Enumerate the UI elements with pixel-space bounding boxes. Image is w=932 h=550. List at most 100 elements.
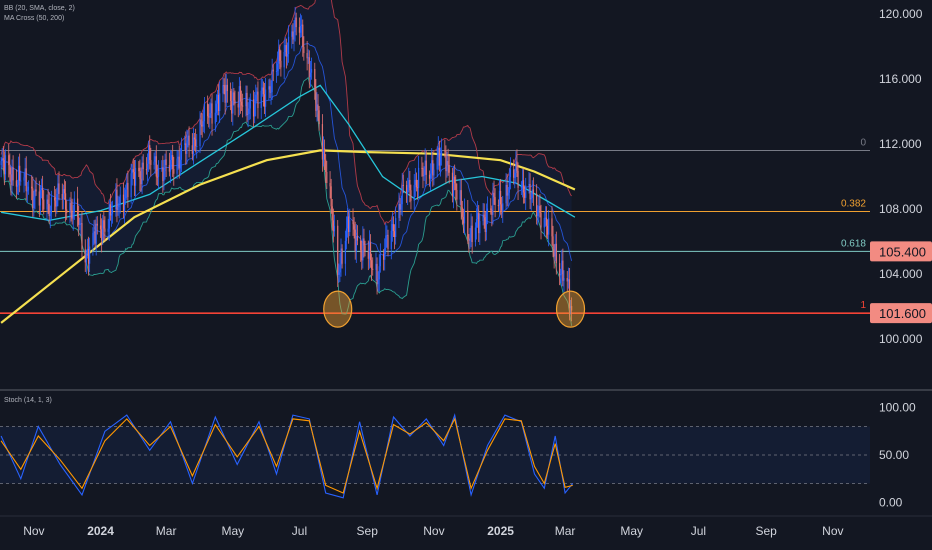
candle-body <box>87 248 90 264</box>
candle-body <box>173 168 175 174</box>
candle-body <box>538 206 540 211</box>
candle-body <box>287 36 290 55</box>
candle-body <box>460 190 462 208</box>
candle-body <box>317 104 319 111</box>
candle-body <box>486 208 489 213</box>
candle-body <box>415 179 418 188</box>
candle-body <box>26 190 28 192</box>
candle-body <box>71 210 73 219</box>
candle-body <box>280 60 282 68</box>
ma-cross-label[interactable]: MA Cross (50, 200) <box>4 15 65 22</box>
candle-body <box>301 24 303 26</box>
candle-body <box>226 84 228 92</box>
time-tick-label: Nov <box>822 524 843 538</box>
candle-body <box>223 85 225 87</box>
candle-body <box>23 177 25 181</box>
bottom-highlight-circle-1[interactable] <box>323 290 353 328</box>
candle-body <box>490 208 492 210</box>
candle-body <box>27 186 30 191</box>
stochastic-pane[interactable] <box>0 413 870 499</box>
price-pane[interactable]: 0 0.382 0.618 1 <box>0 0 870 328</box>
candle-body <box>561 260 563 275</box>
candle-body <box>410 190 412 201</box>
price-label-box-fib-0.618-price[interactable] <box>870 241 932 262</box>
candle-body <box>459 190 461 200</box>
ma-200-line[interactable] <box>0 149 576 324</box>
stoch-k-line[interactable] <box>0 413 574 499</box>
candle-body <box>168 165 171 172</box>
candle-body <box>217 94 220 111</box>
candle-body <box>531 189 533 198</box>
candle-body <box>539 206 541 214</box>
candle-body <box>93 231 95 234</box>
candle-body <box>17 165 20 186</box>
stochastic-label[interactable]: Stoch (14, 1, 3) <box>4 397 52 404</box>
candle-body <box>438 147 440 166</box>
candle-body <box>369 242 372 261</box>
candle-body <box>208 116 210 118</box>
candle-body <box>558 263 561 276</box>
candle-body <box>164 159 166 172</box>
candle-body <box>84 249 86 263</box>
stoch-d-line[interactable] <box>0 417 573 494</box>
candle-body <box>344 240 346 264</box>
price-axis[interactable]: 120.000 116.000 112.000 108.000 104.000 100.0… <box>870 7 932 510</box>
candle-body <box>515 161 517 174</box>
candle-body <box>184 143 186 145</box>
candle-body <box>262 87 265 95</box>
time-tick-label: Mar <box>156 524 177 538</box>
bollinger-bands-label[interactable]: BB (20, SMA, close, 2) <box>4 5 75 12</box>
candle-body <box>139 171 141 179</box>
candle-body <box>99 225 102 230</box>
candle-body <box>409 179 411 191</box>
candle-body <box>482 214 484 222</box>
candle-body <box>332 220 334 232</box>
candle-body <box>126 182 128 190</box>
candle-body <box>286 54 289 57</box>
candle-body <box>326 171 328 184</box>
candle-body <box>101 229 103 241</box>
candle-body <box>506 184 508 196</box>
candle-body <box>371 260 373 269</box>
candle-body <box>263 94 266 107</box>
candle-body <box>372 268 374 270</box>
candle-body <box>554 243 556 257</box>
time-axis[interactable]: Nov 2024 Mar May Jul Sep Nov 2025 Mar May Jul Sep No… <box>0 515 932 538</box>
candle-body <box>247 113 249 116</box>
candle-body <box>455 183 457 190</box>
candle-body <box>384 248 386 260</box>
candle-body <box>261 87 263 91</box>
candle-body <box>231 100 233 114</box>
bottom-highlight-circle-2[interactable] <box>555 290 586 328</box>
candle-body <box>172 155 174 169</box>
candle-body <box>131 169 133 174</box>
candle-body <box>338 272 340 275</box>
stoch-tick-label: 100.00 <box>879 401 916 415</box>
candle-body <box>78 216 80 225</box>
candle-body <box>96 223 98 226</box>
candle-body <box>283 52 285 68</box>
candle-body <box>222 85 224 94</box>
candle-body <box>302 24 304 47</box>
candle-body <box>108 204 110 229</box>
candle-body <box>321 124 324 160</box>
price-label-box-support[interactable] <box>870 303 932 324</box>
candle-body <box>563 278 565 281</box>
price-tick-label: 100.000 <box>879 332 923 346</box>
candle-body <box>502 203 504 211</box>
candle-body <box>55 200 57 207</box>
candle-body <box>214 112 216 124</box>
candle-body <box>398 203 400 219</box>
candle-body <box>436 157 438 170</box>
candle-body <box>478 212 480 234</box>
candle-body <box>407 187 409 194</box>
candle-body <box>186 140 188 154</box>
candle-body <box>479 221 481 234</box>
candle-body <box>367 251 369 259</box>
candle-body <box>43 199 45 210</box>
candle-body <box>216 94 219 104</box>
candle-body <box>345 228 348 241</box>
candle-body <box>543 217 545 228</box>
candle-body <box>92 233 94 247</box>
